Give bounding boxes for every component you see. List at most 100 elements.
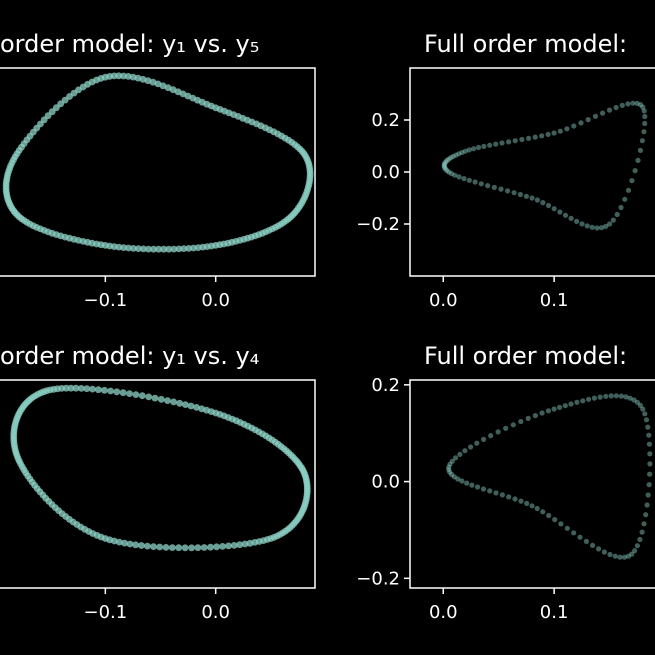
data-point: [493, 490, 499, 496]
data-point: [562, 212, 569, 218]
data-point: [532, 134, 538, 140]
data-point: [562, 403, 568, 409]
data-point: [155, 245, 163, 253]
data-point: [187, 402, 195, 410]
data-point: [607, 551, 613, 558]
data-point: [568, 215, 574, 221]
x-tick-label: 0.0: [429, 290, 458, 311]
data-point: [181, 544, 189, 552]
y-tick-label: 0.0: [371, 162, 400, 183]
data-point: [506, 139, 512, 145]
data-point: [524, 500, 530, 506]
data-point: [517, 191, 524, 198]
data-point: [213, 543, 221, 551]
data-point: [619, 102, 625, 108]
data-point: [625, 553, 632, 559]
data-point: [629, 551, 635, 557]
data-point: [140, 245, 147, 253]
data-point: [600, 110, 606, 116]
data-point: [126, 390, 133, 397]
data-point: [505, 188, 511, 194]
data-point: [125, 244, 132, 252]
data-point: [475, 484, 481, 490]
y-tick-label: −0.2: [356, 568, 400, 589]
x-tick-label: 0.0: [429, 602, 458, 623]
data-point: [598, 225, 605, 231]
data-point: [446, 156, 452, 162]
data-point: [491, 184, 497, 190]
data-point: [481, 436, 487, 442]
data-point: [164, 397, 171, 404]
data-point: [642, 113, 648, 120]
data-point: [529, 503, 535, 509]
xticks-bottom-left: −0.1 0.0: [83, 588, 230, 623]
data-point: [610, 217, 616, 223]
data-point: [646, 482, 652, 488]
data-point: [471, 146, 477, 152]
data-point: [461, 176, 467, 182]
plot-top-left: order model: y₁ vs. y₅ −0.1 0.0: [0, 30, 316, 311]
data-point: [119, 389, 127, 397]
data-point: [95, 386, 102, 394]
data-point: [594, 225, 600, 231]
data-point: [526, 135, 532, 141]
data-point: [641, 129, 647, 135]
data-point: [529, 195, 535, 201]
data-point: [101, 386, 108, 394]
data-point: [447, 461, 453, 467]
data-point: [230, 542, 238, 549]
data-point: [641, 108, 647, 114]
data-point: [469, 482, 475, 488]
data-point: [452, 172, 458, 178]
data-point: [546, 512, 552, 519]
data-point: [564, 525, 570, 531]
data-point: [225, 542, 232, 550]
data-point: [585, 117, 591, 123]
data-point: [472, 179, 478, 185]
data-point: [207, 543, 214, 551]
data-point: [642, 411, 648, 417]
data-point: [627, 395, 633, 401]
data-point: [159, 82, 167, 90]
data-point: [168, 544, 176, 551]
data-point: [132, 541, 140, 549]
data-point: [53, 104, 60, 112]
plot-bottom-left: order model: y₁ vs. y₄ −0.1 0.0: [0, 342, 316, 623]
data-point: [449, 458, 455, 464]
data-point: [499, 492, 505, 498]
data-point: [532, 413, 539, 419]
data-point: [107, 387, 114, 395]
data-point: [637, 402, 644, 408]
data-point: [613, 104, 619, 111]
data-point: [246, 539, 254, 547]
data-point: [596, 546, 602, 552]
data-point: [603, 393, 609, 399]
x-tick-label: −0.1: [83, 290, 127, 311]
data-point: [157, 395, 165, 403]
data-point: [466, 147, 472, 153]
data-point: [558, 521, 564, 527]
data-point: [113, 388, 121, 396]
xticks-top-left: −0.1 0.0: [83, 276, 230, 311]
y-tick-label: 0.2: [371, 110, 400, 131]
data-point: [188, 544, 196, 552]
data-point: [138, 392, 146, 400]
data-point: [534, 197, 541, 203]
points-top-right: [441, 100, 648, 231]
yticks-top-right: 0.2 0.0 −0.2: [356, 110, 410, 235]
data-point: [132, 391, 140, 398]
data-point: [647, 451, 653, 457]
data-point: [634, 399, 641, 405]
data-point: [603, 223, 609, 229]
data-point: [446, 169, 452, 175]
xticks-bottom-right: 0.0 0.1: [429, 588, 569, 623]
data-point: [640, 406, 646, 412]
data-point: [180, 245, 188, 253]
x-tick-label: 0.1: [540, 602, 569, 623]
data-point: [607, 221, 613, 227]
data-point: [606, 107, 613, 113]
data-point: [495, 429, 501, 435]
data-point: [590, 542, 596, 549]
y-tick-label: 0.2: [371, 375, 400, 396]
data-point: [487, 142, 493, 148]
